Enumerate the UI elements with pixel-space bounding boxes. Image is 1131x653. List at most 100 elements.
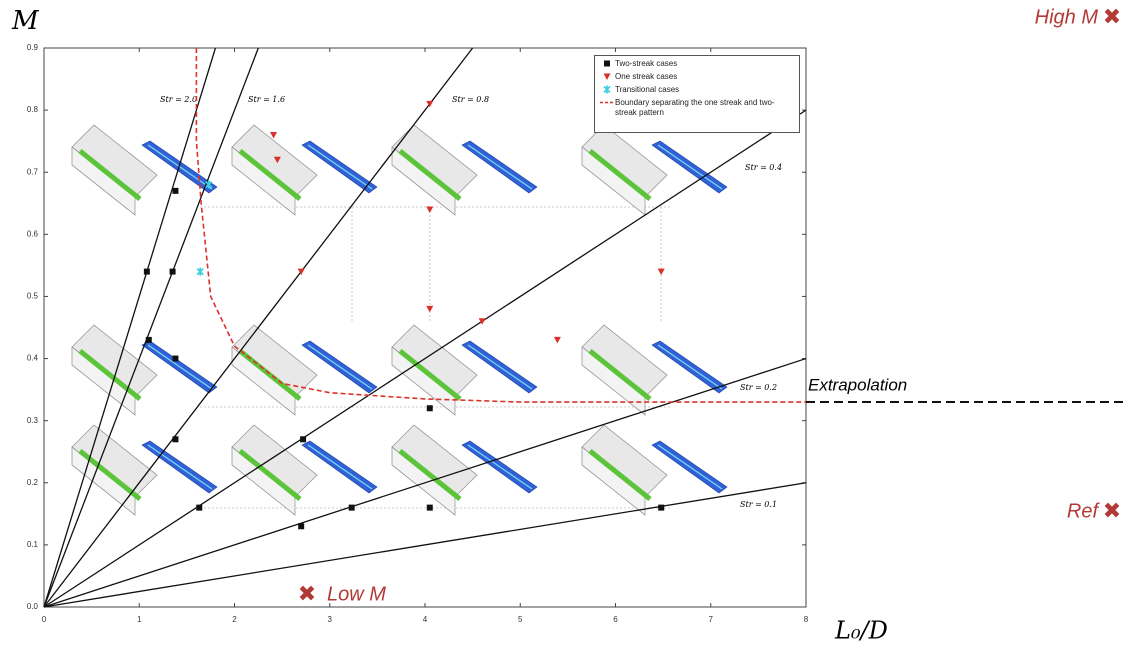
thumb-contour-streak	[657, 344, 723, 390]
x-tick-label: 4	[423, 615, 428, 624]
point	[172, 187, 179, 194]
point	[205, 180, 213, 189]
y-tick-label: 0.9	[27, 43, 39, 52]
x-tick-label: 0	[42, 615, 47, 624]
point	[426, 100, 434, 108]
x-tick-label: 6	[613, 615, 618, 624]
thumbnail	[231, 424, 378, 516]
point	[270, 131, 278, 139]
y-tick-label: 0.4	[27, 354, 39, 363]
str-label: Str = 2.0	[160, 95, 197, 104]
str-label: Str = 0.4	[745, 163, 782, 172]
point	[604, 60, 610, 67]
point	[603, 73, 611, 80]
point	[297, 268, 305, 276]
point	[426, 504, 433, 511]
point	[196, 504, 203, 511]
thumbnail	[581, 324, 728, 416]
thumb-streak	[588, 149, 652, 201]
thumbnail	[231, 124, 378, 216]
legend: Two-streak cases One streak cases Transiti…	[594, 55, 800, 133]
legend-entry: Two-streak cases	[599, 59, 795, 71]
thumb-contour-streak	[467, 344, 533, 390]
point	[145, 336, 152, 343]
x-tick-label: 3	[328, 615, 333, 624]
thumbnail	[71, 324, 218, 416]
thumbnail	[391, 324, 538, 416]
point	[172, 436, 179, 443]
legend-entry: One streak cases	[599, 72, 795, 84]
point	[478, 318, 486, 325]
point	[169, 268, 176, 275]
str-line	[43, 47, 474, 608]
point	[172, 355, 179, 362]
legend-symbol	[599, 59, 615, 71]
thumb-streak	[398, 449, 462, 501]
x-tick-label: 5	[518, 615, 523, 624]
thumb-streak	[238, 149, 302, 201]
thumb-streak	[238, 449, 302, 501]
y-tick-label: 0.5	[27, 292, 39, 301]
x-tick-label: 7	[709, 615, 714, 624]
x-tick-label: 1	[137, 615, 142, 624]
legend-entry: Transitional cases	[599, 85, 795, 97]
annotation: Low M	[327, 583, 386, 605]
str-line	[43, 47, 259, 608]
legend-entry: Boundary separating the one streak and t…	[599, 98, 795, 118]
thumbnail	[581, 424, 728, 516]
thumb-streak	[78, 349, 142, 401]
legend-symbol	[599, 85, 615, 97]
y-tick-label: 0.0	[27, 602, 39, 611]
y-axis-label: M	[11, 6, 40, 36]
thumb-streak	[588, 349, 652, 401]
str-label: Str = 1.6	[248, 95, 285, 104]
x-marker: ✖	[1103, 4, 1121, 29]
thumbnail	[581, 124, 728, 216]
str-label: Str = 0.8	[452, 95, 489, 104]
x-axis-label: L₀/D	[834, 617, 888, 645]
point	[658, 504, 665, 511]
point	[426, 206, 434, 213]
thumb-streak	[398, 349, 462, 401]
legend-label: Transitional cases	[615, 85, 680, 94]
str-label: Str = 0.2	[740, 383, 777, 392]
x-tick-label: 2	[232, 615, 237, 624]
y-tick-label: 0.2	[27, 478, 39, 487]
str-line	[43, 109, 807, 608]
y-tick-label: 0.1	[27, 540, 39, 549]
str-line	[43, 47, 217, 608]
point	[196, 267, 204, 276]
y-tick-label: 0.3	[27, 416, 39, 425]
thumb-contour-streak	[147, 344, 213, 390]
thumbnail	[231, 324, 378, 416]
point	[426, 405, 433, 412]
thumb-contour-streak	[307, 344, 373, 390]
thumb-contour-streak	[147, 144, 213, 190]
thumb-contour-streak	[307, 444, 373, 490]
boundary-line	[195, 48, 806, 403]
point	[273, 156, 281, 164]
x-marker: ✖	[1103, 498, 1121, 523]
thumb-contour-streak	[657, 444, 723, 490]
annotation: Ref	[1067, 500, 1101, 522]
x-marker: ✖	[298, 581, 316, 606]
point	[348, 504, 355, 511]
thumb-contour-streak	[307, 144, 373, 190]
legend-label: Two-streak cases	[615, 59, 678, 68]
thumbnail	[391, 424, 538, 516]
point	[143, 268, 150, 275]
str-line	[43, 357, 807, 608]
str-line	[43, 482, 807, 608]
legend-symbol	[599, 98, 615, 110]
extrapolation-label: Extrapolation	[808, 376, 907, 395]
point	[300, 436, 307, 443]
thumb-contour-streak	[657, 144, 723, 190]
legend-label: One streak cases	[615, 72, 678, 81]
point	[553, 336, 561, 344]
x-tick-label: 8	[804, 615, 809, 624]
thumbnail	[391, 124, 538, 216]
thumb-streak	[398, 149, 462, 201]
annotation: High M	[1035, 6, 1099, 28]
